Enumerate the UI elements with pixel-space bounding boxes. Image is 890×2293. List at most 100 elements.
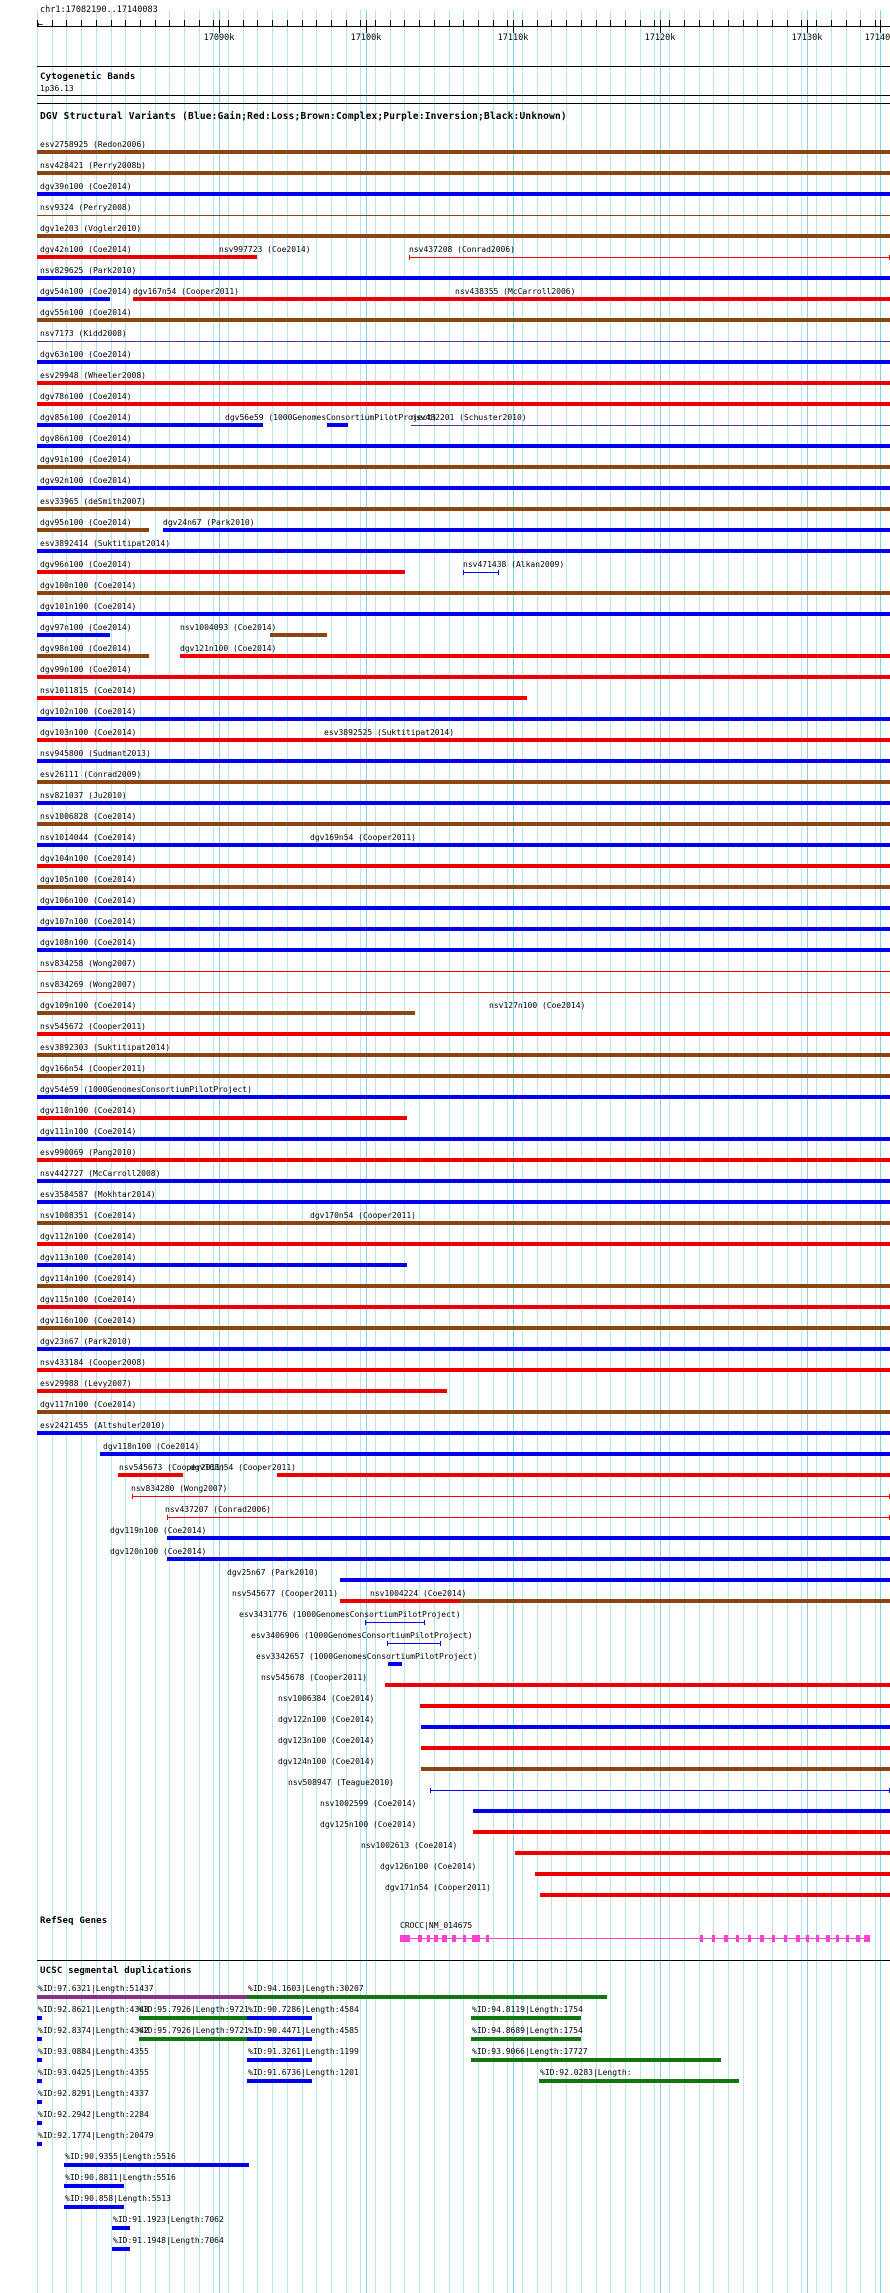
- gene-exon[interactable]: [760, 1935, 764, 1942]
- gene-exon[interactable]: [724, 1935, 728, 1942]
- variant-bar[interactable]: [37, 171, 890, 175]
- variant-label[interactable]: dgv110n100 (Coe2014): [40, 1106, 137, 1115]
- segdup-label[interactable]: %ID:94.8689|Length:1754: [472, 2026, 583, 2035]
- segdup-label[interactable]: %ID:92.0283|Length:: [540, 2068, 632, 2077]
- segdup-label[interactable]: %ID:92.2942|Length:2284: [38, 2110, 149, 2119]
- variant-label[interactable]: nsv1004224 (Coe2014): [370, 1589, 467, 1598]
- gene-exon[interactable]: [772, 1935, 775, 1942]
- variant-bar[interactable]: [540, 1893, 890, 1897]
- variant-bar[interactable]: [421, 1746, 890, 1750]
- variant-label[interactable]: dgv100n100 (Coe2014): [40, 581, 137, 590]
- segdup-label[interactable]: %ID:95.7926|Length:9721: [138, 2005, 249, 2014]
- variant-label[interactable]: nsv442727 (McCarroll2008): [40, 1169, 161, 1178]
- variant-label[interactable]: dgv85n100 (Coe2014): [40, 413, 132, 422]
- variant-span-line[interactable]: [365, 1622, 425, 1623]
- variant-label[interactable]: dgv39n100 (Coe2014): [40, 182, 132, 191]
- variant-bar[interactable]: [37, 885, 890, 889]
- variant-bar[interactable]: [37, 360, 890, 364]
- variant-bar[interactable]: [37, 1347, 890, 1351]
- segdup-bar[interactable]: [37, 2058, 42, 2062]
- gene-exon[interactable]: [784, 1935, 787, 1942]
- segdup-label[interactable]: %ID:93.0425|Length:4355: [38, 2068, 149, 2077]
- segdup-bar[interactable]: [112, 2226, 130, 2230]
- segdup-label[interactable]: %ID:91.3261|Length:1199: [248, 2047, 359, 2056]
- variant-label[interactable]: dgv63n100 (Coe2014): [40, 350, 132, 359]
- variant-span-line[interactable]: [387, 1643, 441, 1644]
- variant-label[interactable]: nsv821037 (Ju2010): [40, 791, 127, 800]
- variant-bar[interactable]: [37, 1074, 890, 1078]
- segdup-bar[interactable]: [64, 2163, 249, 2167]
- gene-exon[interactable]: [736, 1935, 739, 1942]
- variant-bar[interactable]: [37, 992, 890, 993]
- variant-label[interactable]: dgv117n100 (Coe2014): [40, 1400, 137, 1409]
- variant-label[interactable]: dgv168n54 (Cooper2011): [190, 1463, 296, 1472]
- variant-label[interactable]: nsv1002599 (Coe2014): [320, 1799, 417, 1808]
- variant-label[interactable]: dgv23n67 (Park2010): [40, 1337, 132, 1346]
- variant-label[interactable]: dgv125n100 (Coe2014): [320, 1820, 417, 1829]
- segdup-bar[interactable]: [37, 2079, 42, 2083]
- segdup-label[interactable]: %ID:93.0884|Length:4355: [38, 2047, 149, 2056]
- segdup-label[interactable]: %ID:91.1948|Length:7064: [113, 2236, 224, 2245]
- variant-label[interactable]: dgv25n67 (Park2010): [227, 1568, 319, 1577]
- variant-bar[interactable]: [37, 1368, 890, 1372]
- variant-label[interactable]: esv2758925 (Redon2006): [40, 140, 146, 149]
- variant-bar[interactable]: [37, 465, 890, 469]
- variant-bar[interactable]: [37, 276, 890, 280]
- variant-label[interactable]: nsv545672 (Cooper2011): [40, 1022, 146, 1031]
- variant-bar[interactable]: [37, 591, 890, 595]
- variant-label[interactable]: dgv98n100 (Coe2014): [40, 644, 132, 653]
- variant-label[interactable]: dgv108n100 (Coe2014): [40, 938, 137, 947]
- variant-bar[interactable]: [37, 318, 890, 322]
- variant-label[interactable]: esv3892414 (Suktitipat2014): [40, 539, 171, 548]
- variant-label[interactable]: nsv997723 (Coe2014): [219, 245, 311, 254]
- variant-bar[interactable]: [37, 507, 890, 511]
- variant-label[interactable]: nsv829625 (Park2010): [40, 266, 137, 275]
- variant-bar[interactable]: [37, 1431, 890, 1435]
- variant-bar[interactable]: [180, 654, 890, 658]
- gene-exon[interactable]: [712, 1935, 715, 1942]
- segdup-bar[interactable]: [247, 2079, 312, 2083]
- variant-label[interactable]: dgv119n100 (Coe2014): [110, 1526, 207, 1535]
- gene-exon[interactable]: [856, 1935, 860, 1942]
- segdup-bar[interactable]: [471, 2058, 721, 2062]
- segdup-bar[interactable]: [471, 2037, 581, 2041]
- variant-span-line[interactable]: [409, 257, 890, 258]
- variant-label[interactable]: esv3892303 (Suktitipat2014): [40, 1043, 171, 1052]
- variant-bar[interactable]: [37, 1389, 447, 1393]
- variant-bar[interactable]: [535, 1872, 890, 1876]
- variant-label[interactable]: dgv113n100 (Coe2014): [40, 1253, 137, 1262]
- segdup-bar[interactable]: [37, 2100, 42, 2104]
- variant-label[interactable]: nsv9324 (Perry2008): [40, 203, 132, 212]
- segdup-label[interactable]: %ID:94.1603|Length:30207: [248, 1984, 364, 1993]
- gene-exon[interactable]: [463, 1935, 466, 1942]
- variant-bar[interactable]: [37, 215, 890, 216]
- variant-bar[interactable]: [421, 1767, 890, 1771]
- variant-label[interactable]: nsv7173 (Kidd2008): [40, 329, 127, 338]
- variant-bar[interactable]: [37, 1410, 890, 1414]
- variant-label[interactable]: dgv99n100 (Coe2014): [40, 665, 132, 674]
- variant-bar[interactable]: [388, 1662, 402, 1666]
- variant-bar[interactable]: [420, 1704, 890, 1708]
- gene-exon[interactable]: [418, 1935, 422, 1942]
- variant-label[interactable]: nsv545677 (Cooper2011): [232, 1589, 338, 1598]
- variant-label[interactable]: nsv127n100 (Coe2014): [489, 1001, 586, 1010]
- variant-bar[interactable]: [37, 1116, 407, 1120]
- variant-bar[interactable]: [37, 341, 890, 342]
- variant-bar[interactable]: [37, 801, 890, 805]
- variant-label[interactable]: dgv78n100 (Coe2014): [40, 392, 132, 401]
- variant-bar[interactable]: [37, 1137, 890, 1141]
- variant-bar[interactable]: [411, 425, 890, 426]
- variant-bar[interactable]: [473, 1809, 890, 1813]
- segdup-bar[interactable]: [247, 2037, 312, 2041]
- variant-bar[interactable]: [37, 1284, 890, 1288]
- variant-bar[interactable]: [270, 633, 327, 637]
- variant-bar[interactable]: [37, 822, 890, 826]
- variant-bar[interactable]: [163, 528, 890, 532]
- variant-bar[interactable]: [277, 1473, 890, 1477]
- variant-bar[interactable]: [460, 1599, 890, 1603]
- variant-label[interactable]: dgv102n100 (Coe2014): [40, 707, 137, 716]
- variant-bar[interactable]: [37, 633, 110, 637]
- segdup-bar[interactable]: [247, 1995, 607, 1999]
- variant-bar[interactable]: [37, 1326, 890, 1330]
- variant-label[interactable]: dgv116n100 (Coe2014): [40, 1316, 137, 1325]
